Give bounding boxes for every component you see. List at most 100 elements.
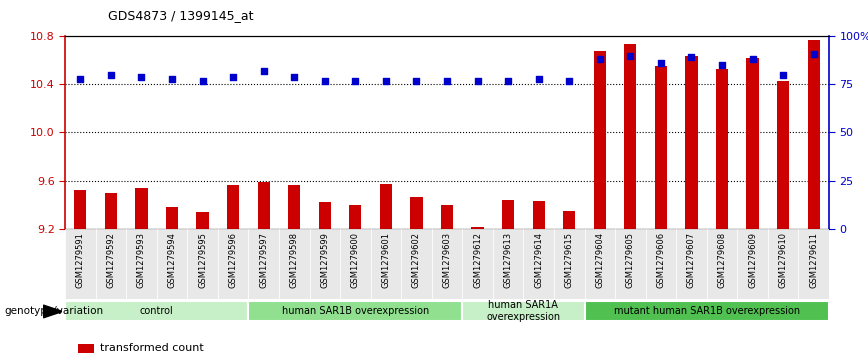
Bar <box>463 229 493 299</box>
Bar <box>441 205 453 229</box>
Bar <box>615 229 646 299</box>
Text: GSM1279597: GSM1279597 <box>260 232 268 288</box>
Text: GSM1279598: GSM1279598 <box>290 232 299 288</box>
Bar <box>646 229 676 299</box>
Point <box>195 78 209 83</box>
Point <box>348 78 362 83</box>
Bar <box>340 229 371 299</box>
Point <box>440 78 454 83</box>
Text: GSM1279591: GSM1279591 <box>76 232 85 288</box>
Bar <box>380 184 392 229</box>
Point <box>104 72 118 78</box>
Point <box>654 60 667 66</box>
Text: GSM1279596: GSM1279596 <box>228 232 238 288</box>
Bar <box>288 185 300 229</box>
Text: GSM1279599: GSM1279599 <box>320 232 329 288</box>
Text: mutant human SAR1B overexpression: mutant human SAR1B overexpression <box>614 306 799 316</box>
Point <box>623 53 637 58</box>
Point <box>776 72 790 78</box>
Bar <box>166 207 178 229</box>
Text: GSM1279605: GSM1279605 <box>626 232 635 288</box>
Text: GSM1279594: GSM1279594 <box>168 232 176 288</box>
Bar <box>227 185 240 229</box>
Bar <box>554 229 584 299</box>
Text: GSM1279611: GSM1279611 <box>809 232 819 288</box>
Bar <box>401 229 431 299</box>
Bar <box>523 229 554 299</box>
Text: GSM1279612: GSM1279612 <box>473 232 482 288</box>
Text: human SAR1B overexpression: human SAR1B overexpression <box>282 306 429 316</box>
Bar <box>105 193 117 229</box>
Bar <box>431 229 463 299</box>
Bar <box>319 202 331 229</box>
Text: GSM1279615: GSM1279615 <box>565 232 574 288</box>
Text: GSM1279609: GSM1279609 <box>748 232 757 288</box>
Text: GSM1279593: GSM1279593 <box>137 232 146 288</box>
Text: human SAR1A
overexpression: human SAR1A overexpression <box>486 301 561 322</box>
Bar <box>248 301 463 321</box>
Bar <box>624 44 636 229</box>
Point <box>74 76 88 82</box>
Bar <box>248 229 279 299</box>
Bar <box>768 229 799 299</box>
Text: GSM1279595: GSM1279595 <box>198 232 207 288</box>
Bar <box>65 301 248 321</box>
Bar <box>777 81 789 229</box>
Point <box>806 51 820 57</box>
Bar <box>411 197 423 229</box>
Text: GSM1279601: GSM1279601 <box>381 232 391 288</box>
Bar <box>502 200 514 229</box>
Point <box>165 76 179 82</box>
Bar <box>686 56 698 229</box>
Bar <box>157 229 187 299</box>
Bar <box>65 229 95 299</box>
Point <box>410 78 424 83</box>
Text: GSM1279607: GSM1279607 <box>687 232 696 288</box>
Bar <box>493 229 523 299</box>
Text: GSM1279610: GSM1279610 <box>779 232 787 288</box>
Bar <box>584 229 615 299</box>
Bar <box>676 229 707 299</box>
Text: GSM1279600: GSM1279600 <box>351 232 360 288</box>
Point <box>470 78 484 83</box>
Bar <box>187 229 218 299</box>
Bar <box>716 69 728 229</box>
Point <box>746 57 760 62</box>
Bar <box>75 190 87 229</box>
Text: GSM1279592: GSM1279592 <box>107 232 115 288</box>
Bar <box>371 229 401 299</box>
Point <box>379 78 393 83</box>
Bar <box>349 205 361 229</box>
Point <box>318 78 332 83</box>
Point <box>593 57 607 62</box>
Point <box>562 78 576 83</box>
Bar <box>707 229 737 299</box>
Bar <box>807 40 819 229</box>
Bar <box>310 229 340 299</box>
Text: GSM1279606: GSM1279606 <box>656 232 666 288</box>
Polygon shape <box>43 305 62 318</box>
Point <box>257 68 271 74</box>
Bar <box>746 58 759 229</box>
Text: GSM1279608: GSM1279608 <box>718 232 727 288</box>
Bar <box>196 212 208 229</box>
Point <box>227 74 240 79</box>
Bar <box>563 211 575 229</box>
Bar <box>258 182 270 229</box>
Bar <box>533 201 545 229</box>
Text: control: control <box>140 306 174 316</box>
Bar <box>594 51 606 229</box>
Bar <box>737 229 768 299</box>
Bar <box>471 228 483 229</box>
Text: genotype/variation: genotype/variation <box>4 306 103 317</box>
Text: transformed count: transformed count <box>100 343 204 354</box>
Text: GSM1279603: GSM1279603 <box>443 232 451 288</box>
Bar <box>799 229 829 299</box>
Bar <box>584 301 829 321</box>
Bar <box>95 229 126 299</box>
Bar <box>463 301 584 321</box>
Text: GDS4873 / 1399145_at: GDS4873 / 1399145_at <box>108 9 254 22</box>
Text: GSM1279604: GSM1279604 <box>595 232 604 288</box>
Point <box>715 62 729 68</box>
Point <box>532 76 546 82</box>
